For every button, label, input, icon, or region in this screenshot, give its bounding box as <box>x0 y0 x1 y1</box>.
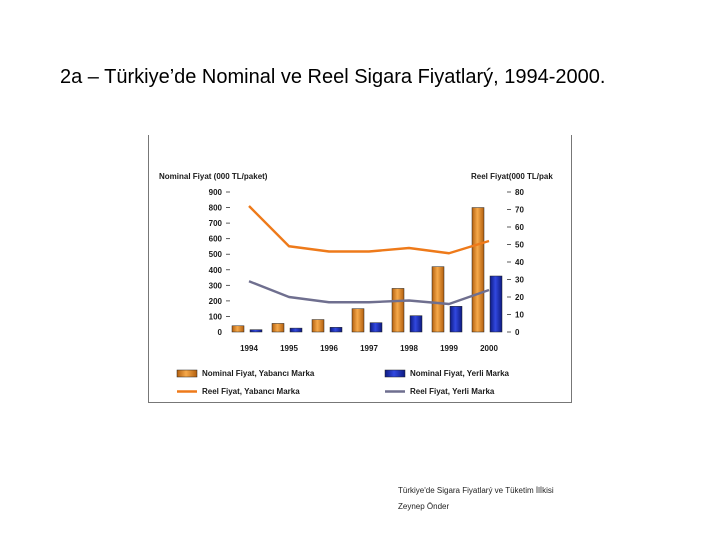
left-tick-label: 700 <box>209 219 223 228</box>
slide-title: 2a – Türkiye’de Nominal ve Reel Sigara F… <box>60 66 606 88</box>
x-tick-label: 1997 <box>360 344 378 353</box>
left-tick-label: 300 <box>209 281 223 290</box>
x-tick-label: 1995 <box>280 344 298 353</box>
left-tick-label: 900 <box>209 188 223 197</box>
right-tick-label: 50 <box>515 241 524 250</box>
left-tick-label: 0 <box>218 328 223 337</box>
bar-nominal-fiyat-yabanc-marka-2000 <box>471 207 485 333</box>
bar-nominal-fiyat-yabanc-marka-1996 <box>311 319 325 333</box>
bar-nominal-fiyat-yabanc-marka-1999 <box>431 266 445 333</box>
legend-label-nominal-fiyat-yerli-marka: Nominal Fiyat, Yerli Marka <box>410 369 510 378</box>
legend-label-nominal-fiyat-yabanc-marka: Nominal Fiyat, Yabancı Marka <box>202 369 315 378</box>
bar-group <box>231 207 503 333</box>
bar-nominal-fiyat-yerli-marka-1998 <box>409 315 423 333</box>
legend-swatch-nominal-fiyat-yerli-marka <box>384 369 406 378</box>
chart-svg: Nominal Fiyat (000 TL/paket) Reel Fiyat(… <box>159 172 553 396</box>
left-axis-label: Nominal Fiyat (000 TL/paket) <box>159 172 268 181</box>
right-tick-label: 0 <box>515 328 520 337</box>
right-tick-label: 60 <box>515 223 524 232</box>
right-axis-ticks: 0 10 20 30 40 50 60 70 80 <box>507 188 524 337</box>
legend: Nominal Fiyat, Yabancı Marka Nominal Fiya… <box>176 369 510 396</box>
left-tick-label: 500 <box>209 250 223 259</box>
chart-frame: Nominal Fiyat (000 TL/paket) Reel Fiyat(… <box>148 135 572 403</box>
bar-nominal-fiyat-yerli-marka-2000 <box>489 275 503 333</box>
x-tick-label: 1998 <box>400 344 418 353</box>
x-axis-labels: 1994 1995 1996 1997 1998 1999 2000 <box>240 344 498 353</box>
bar-nominal-fiyat-yerli-marka-1999 <box>449 306 463 333</box>
left-tick-label: 200 <box>209 297 223 306</box>
x-tick-label: 1999 <box>440 344 458 353</box>
right-tick-label: 30 <box>515 276 524 285</box>
bar-nominal-fiyat-yabanc-marka-1994 <box>231 325 245 333</box>
bar-nominal-fiyat-yabanc-marka-1995 <box>271 323 285 333</box>
line-reel-fiyat-yerli-marka <box>248 280 490 306</box>
left-tick-label: 100 <box>209 312 223 321</box>
x-tick-label: 1996 <box>320 344 338 353</box>
bar-nominal-fiyat-yerli-marka-1997 <box>369 322 383 333</box>
right-axis-label: Reel Fiyat(000 TL/pak <box>471 172 553 181</box>
right-tick-label: 10 <box>515 311 524 320</box>
left-tick-label: 600 <box>209 235 223 244</box>
footer-author: Zeynep Önder <box>398 502 450 511</box>
bar-nominal-fiyat-yabanc-marka-1997 <box>351 308 365 333</box>
x-tick-label: 2000 <box>480 344 498 353</box>
legend-label-reel-fiyat-yerli-marka: Reel Fiyat, Yerli Marka <box>410 387 495 396</box>
line-reel-fiyat-yabanc-marka <box>248 205 490 255</box>
right-tick-label: 70 <box>515 206 524 215</box>
bar-nominal-fiyat-yerli-marka-1996 <box>329 327 343 333</box>
footer-source: Türkiye'de Sigara Fiyatlarý ve Tüketim İ… <box>398 486 554 495</box>
x-tick-label: 1994 <box>240 344 258 353</box>
left-tick-label: 400 <box>209 266 223 275</box>
bar-nominal-fiyat-yabanc-marka-1998 <box>391 288 405 333</box>
line-group <box>248 205 490 306</box>
left-tick-label: 800 <box>209 204 223 213</box>
bar-nominal-fiyat-yerli-marka-1994 <box>249 329 263 333</box>
right-tick-label: 40 <box>515 258 524 267</box>
legend-swatch-nominal-fiyat-yabanc-marka <box>176 369 198 378</box>
bar-nominal-fiyat-yerli-marka-1995 <box>289 327 303 333</box>
right-tick-label: 80 <box>515 188 524 197</box>
legend-label-reel-fiyat-yabanc-marka: Reel Fiyat, Yabancı Marka <box>202 387 300 396</box>
left-axis-ticks: 0 100 200 300 400 500 600 700 800 900 <box>209 188 230 337</box>
right-tick-label: 20 <box>515 293 524 302</box>
